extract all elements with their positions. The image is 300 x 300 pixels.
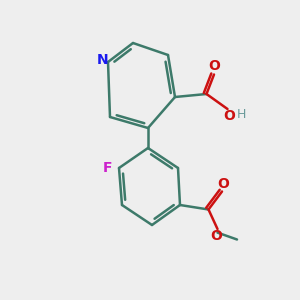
Text: F: F [103,161,112,175]
Text: N: N [97,53,108,68]
Text: O: O [218,177,230,191]
Text: O: O [208,59,220,73]
Text: H: H [237,108,247,121]
Text: O: O [210,230,222,244]
Text: O: O [223,109,235,123]
